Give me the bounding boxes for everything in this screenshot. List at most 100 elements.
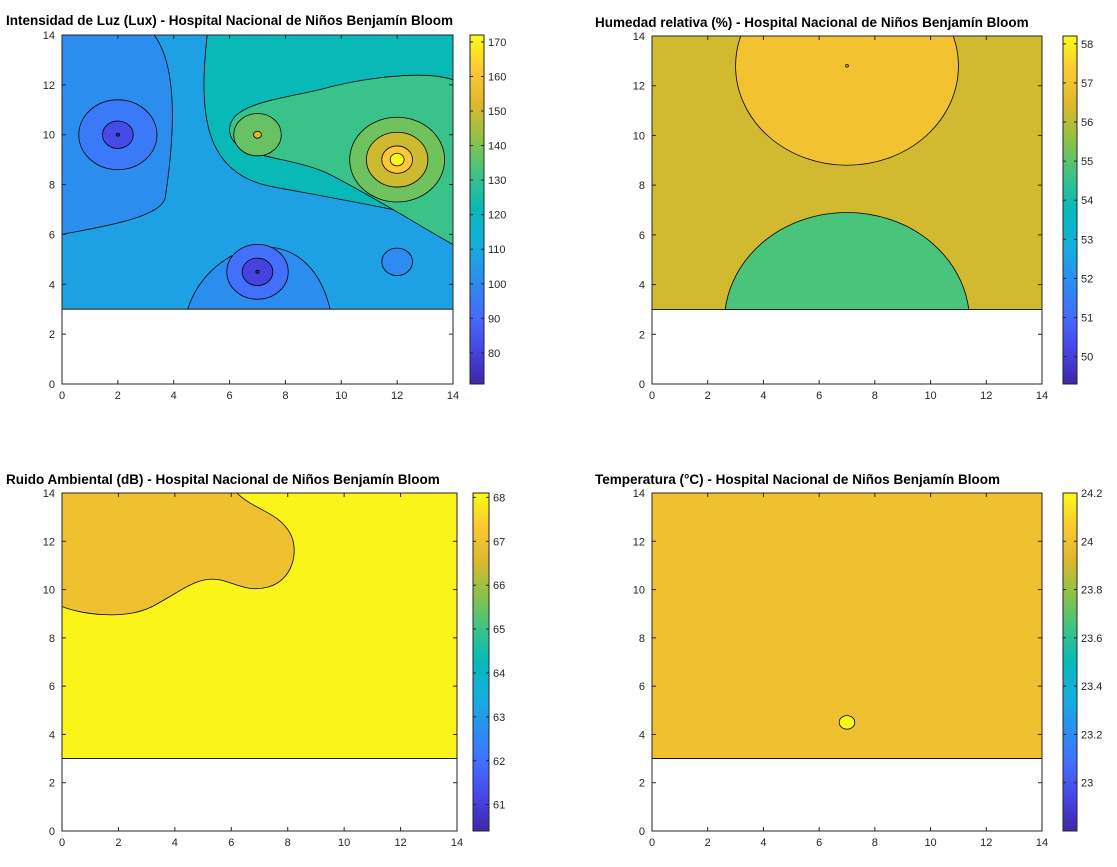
colorbar-tick-label: 90 [488,313,500,325]
x-tick-label: 10 [335,390,347,402]
colorbar-tick-label: 23.6 [1081,633,1102,645]
colorbar-tick-label: 23.4 [1081,681,1102,693]
colorbar-tick-label: 52 [1081,273,1093,285]
colorbar-tick-label: 160 [488,71,506,83]
colorbar-tick-label: 62 [493,756,505,768]
x-tick-label: 6 [227,390,233,402]
y-tick-label: 6 [49,229,55,241]
y-tick-label: 0 [639,826,645,838]
colorbar-tick-label: 58 [1081,39,1093,51]
x-tick-label: 8 [872,390,878,402]
colorbar-tick-label: 150 [488,106,506,118]
y-tick-label: 0 [49,826,55,838]
x-tick-label: 12 [980,837,992,849]
contour-feature-1-level-0 [724,212,970,310]
contour-feature-0-level-0 [838,715,856,730]
y-tick-label: 4 [49,729,55,741]
colorbar-tick-label: 100 [488,279,506,291]
colorbar-tick-label: 54 [1081,195,1093,207]
colorbar-tick-label: 51 [1081,313,1093,325]
colorbar-tick-label: 23.8 [1081,585,1102,597]
colorbar-tick-label: 50 [1081,352,1093,364]
axes-box [61,34,454,385]
x-tick-label: 0 [649,837,655,849]
y-tick-label: 12 [633,536,645,548]
colorbar-tick-label: 66 [493,580,505,592]
contour-feature-4-level-3 [389,153,405,167]
x-tick-label: 12 [394,837,406,849]
colorbar-tick-label: 110 [488,244,506,256]
colorbar-tick-label: 61 [493,800,505,812]
x-tick-label: 14 [1036,837,1048,849]
colorbar-tick-label: 56 [1081,117,1093,129]
y-tick-label: 4 [49,279,55,291]
colorbar-tick-label: 170 [488,37,506,49]
contour-feature-2-level-0 [381,247,413,276]
contour-feature-0-level-0 [735,36,959,166]
x-tick-label: 14 [1036,390,1048,402]
y-tick-label: 6 [639,681,645,693]
y-tick-label: 2 [49,329,55,341]
y-tick-label: 2 [639,329,645,341]
x-tick-label: 12 [980,390,992,402]
x-tick-label: 4 [760,837,766,849]
x-tick-label: 8 [282,390,288,402]
colorbar-tick-label: 24 [1081,536,1093,548]
colorbar-tick-label: 120 [488,210,506,222]
y-tick-label: 8 [639,633,645,645]
contour-field [62,35,453,310]
x-tick-label: 6 [228,837,234,849]
contour-feature-0-level-2 [115,132,120,137]
colorbar-tick-label: 130 [488,175,506,187]
y-tick-label: 14 [43,488,55,500]
chart-title: Intensidad de Luz (Lux) - Hospital Nacio… [6,13,453,28]
x-tick-label: 14 [447,390,459,402]
y-tick-label: 10 [633,130,645,142]
x-tick-label: 8 [285,837,291,849]
contour-feature-1-level-2 [255,269,260,274]
chart-title: Humedad relativa (%) - Hospital Nacional… [595,15,1029,30]
y-tick-label: 12 [43,80,55,92]
colorbar-tick-label: 55 [1081,156,1093,168]
y-tick-label: 2 [639,778,645,790]
chart-title: Ruido Ambiental (dB) - Hospital Nacional… [6,472,440,487]
x-tick-label: 4 [760,390,766,402]
x-tick-label: 0 [59,390,65,402]
y-tick-label: 6 [49,681,55,693]
y-tick-label: 10 [633,585,645,597]
colorbar-tick-label: 80 [488,348,500,360]
y-tick-label: 4 [639,729,645,741]
x-tick-label: 4 [172,837,178,849]
colorbar-tick-label: 53 [1081,234,1093,246]
x-tick-label: 14 [451,837,463,849]
y-tick-label: 8 [639,180,645,192]
y-tick-label: 14 [633,31,645,43]
x-tick-label: 6 [816,837,822,849]
x-tick-label: 2 [115,390,121,402]
x-tick-label: 2 [705,390,711,402]
y-tick-label: 8 [49,633,55,645]
x-tick-label: 10 [338,837,350,849]
chart-title: Temperatura (°C) - Hospital Nacional de … [595,472,1000,487]
colorbar [469,34,485,385]
x-tick-label: 6 [816,390,822,402]
y-tick-label: 8 [49,180,55,192]
x-tick-label: 4 [171,390,177,402]
x-tick-label: 8 [872,837,878,849]
y-tick-label: 12 [633,81,645,93]
y-tick-label: 14 [633,488,645,500]
x-tick-label: 0 [59,837,65,849]
colorbar-tick-label: 67 [493,536,505,548]
colorbar-tick-label: 63 [493,712,505,724]
contour-feature-0-level-1 [845,64,849,68]
colorbar [1062,35,1078,385]
axes-box [651,35,1043,385]
y-tick-label: 10 [43,585,55,597]
x-tick-label: 10 [924,390,936,402]
contour-field [652,493,1042,759]
axes-box [61,492,458,832]
contour-field [652,36,1042,310]
